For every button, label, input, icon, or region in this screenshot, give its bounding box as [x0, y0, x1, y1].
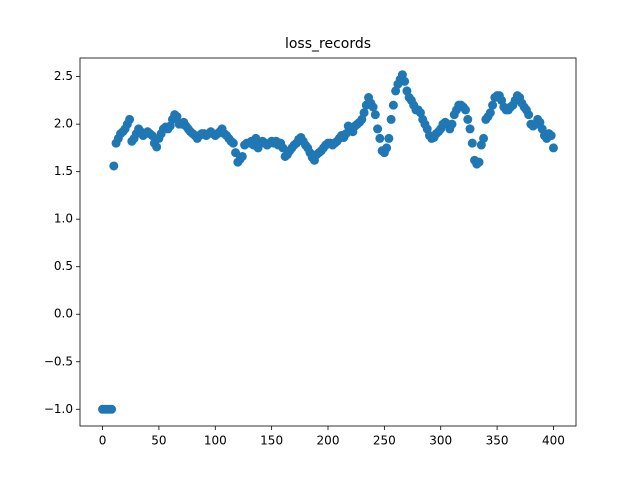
- point: [147, 131, 157, 141]
- point: [485, 108, 495, 118]
- point: [125, 114, 135, 124]
- point: [152, 142, 162, 152]
- plot-frame: [79, 57, 577, 427]
- point: [546, 131, 556, 141]
- point: [384, 133, 394, 143]
- x-tick-label: 250: [373, 434, 396, 448]
- x-tick-label: 400: [542, 434, 565, 448]
- point: [447, 119, 457, 129]
- x-tick-label: 0: [99, 434, 107, 448]
- point: [370, 110, 380, 120]
- y-tick-label: 0.5: [54, 259, 73, 273]
- point: [278, 143, 288, 153]
- x-tick-label: 200: [317, 434, 340, 448]
- point: [467, 138, 477, 148]
- point: [228, 138, 238, 148]
- point: [548, 143, 558, 153]
- point: [461, 105, 471, 115]
- y-tick-label: 0.0: [54, 307, 73, 321]
- point: [368, 102, 378, 112]
- point: [388, 100, 398, 110]
- point: [109, 161, 119, 171]
- x-tick-label: 300: [429, 434, 452, 448]
- point: [359, 108, 369, 118]
- point: [463, 114, 473, 124]
- point: [237, 151, 247, 161]
- point: [465, 124, 475, 134]
- y-tick-label: 2.5: [54, 69, 73, 83]
- point: [400, 76, 410, 86]
- point: [382, 143, 392, 153]
- point: [474, 157, 484, 167]
- point: [375, 133, 385, 143]
- y-tick-label: −0.5: [44, 354, 73, 368]
- y-tick-label: 1.0: [54, 212, 73, 226]
- point: [231, 148, 241, 158]
- point: [107, 404, 117, 414]
- point: [386, 114, 396, 124]
- x-tick-label: 100: [204, 434, 227, 448]
- y-tick-label: 1.5: [54, 164, 73, 178]
- point: [479, 133, 489, 143]
- point: [172, 112, 182, 122]
- y-tick-label: 2.0: [54, 117, 73, 131]
- x-tick-label: 350: [486, 434, 509, 448]
- point: [373, 124, 383, 134]
- y-tick-label: −1.0: [44, 402, 73, 416]
- x-tick-label: 150: [260, 434, 283, 448]
- point: [488, 100, 498, 110]
- chart-title: loss_records: [285, 36, 371, 52]
- point: [524, 110, 534, 120]
- x-tick-label: 50: [151, 434, 166, 448]
